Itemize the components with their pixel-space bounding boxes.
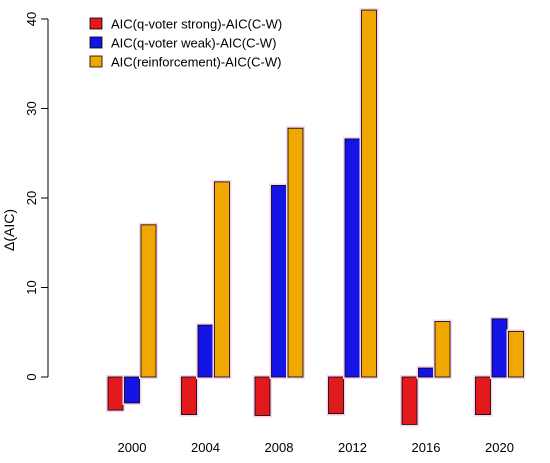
bar-2016-series-1: [401, 376, 418, 425]
bar-2020-series-2: [491, 318, 508, 378]
y-tick-label: 10: [24, 280, 39, 294]
bar-2008-series-2: [271, 185, 287, 378]
y-axis-title: Δ(AIC): [1, 209, 17, 251]
legend: AIC(q-voter strong)-AIC(C-W) AIC(q-voter …: [89, 17, 282, 70]
bar-2004-series-1: [181, 376, 197, 415]
x-tick-label: 2004: [191, 440, 220, 455]
bar-2016-series-2: [418, 367, 434, 378]
y-tick-label: 30: [24, 101, 39, 115]
bar-2012-series-1: [328, 376, 344, 415]
x-tick-label: 2000: [118, 440, 147, 455]
x-tick-label: 2012: [338, 440, 367, 455]
bar-2008-series-1: [254, 376, 271, 416]
legend-swatch: [89, 17, 103, 30]
bar-2000-series-1: [107, 376, 124, 411]
bar-2008-series-3: [287, 127, 304, 378]
bars-layer: [106, 8, 526, 427]
bar-2020-series-3: [508, 330, 524, 378]
y-tick-label: 40: [24, 12, 39, 26]
legend-swatch: [89, 36, 103, 49]
bar-2020-series-1: [475, 376, 491, 415]
y-tick-label: 20: [24, 191, 39, 205]
bar-2000-series-3: [140, 224, 157, 378]
bar-2012-series-3: [361, 9, 377, 378]
legend-swatch: [89, 55, 103, 68]
legend-label: AIC(reinforcement)-AIC(C-W): [111, 55, 281, 70]
y-tick-label: 0: [24, 373, 39, 380]
bar-2004-series-2: [197, 324, 214, 378]
bar-2016-series-3: [434, 321, 451, 378]
legend-label: AIC(q-voter weak)-AIC(C-W): [111, 36, 276, 51]
x-tick-label: 2020: [485, 440, 514, 455]
x-tick-label: 2008: [265, 440, 294, 455]
bar-2012-series-2: [344, 138, 361, 378]
x-axis-labels: 2000 2004 2008 2012 2016 2020: [118, 440, 514, 455]
legend-label: AIC(q-voter strong)-AIC(C-W): [111, 17, 282, 32]
x-tick-label: 2016: [412, 440, 441, 455]
y-axis: 0 10 20 30 40: [24, 12, 49, 381]
bar-2000-series-2: [124, 376, 140, 404]
bar-2004-series-3: [214, 181, 230, 378]
